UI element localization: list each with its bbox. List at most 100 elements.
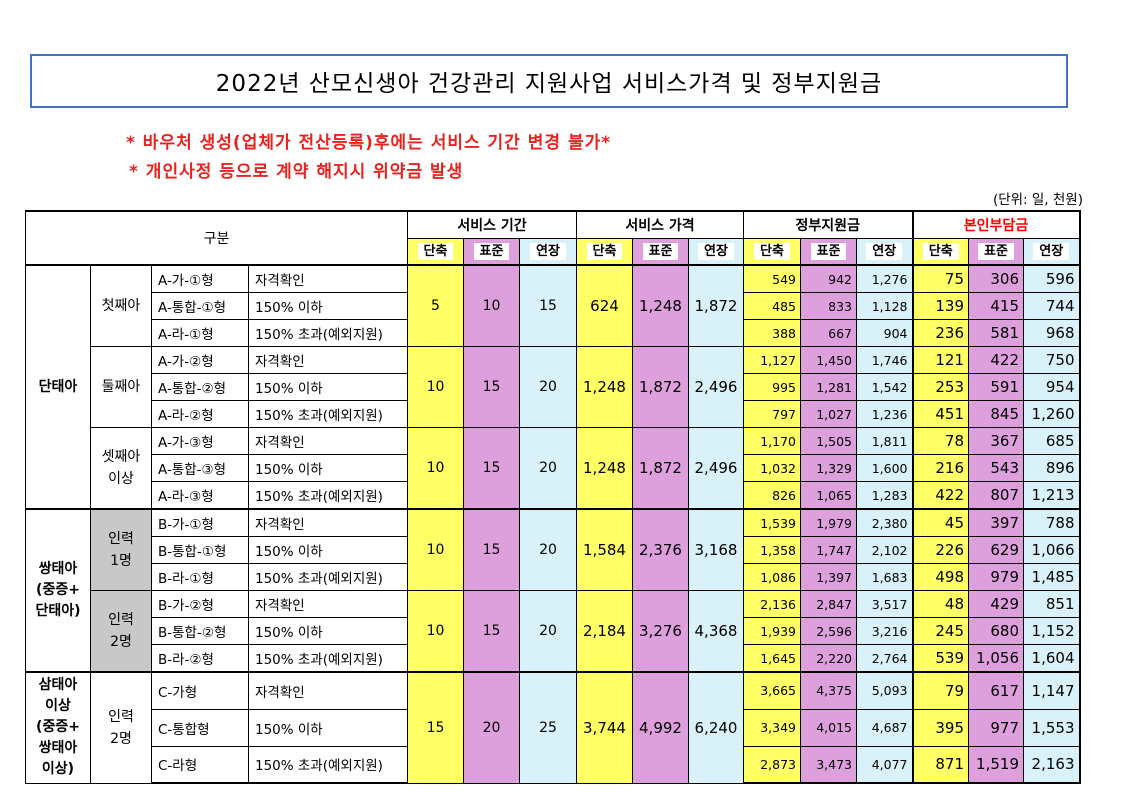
subgroup-label: 첫째아 — [90, 264, 152, 347]
subheader-price-1: 표준 — [632, 238, 689, 266]
period-value: 25 — [519, 671, 577, 784]
price-value: 1,248 — [576, 346, 633, 428]
header-service-price: 서비스 가격 — [576, 210, 744, 239]
gov-support-value: 1,086 — [743, 563, 801, 591]
subgroup-label: 둘째아 — [90, 346, 152, 428]
notice-voucher: * 바우처 생성(업체가 전산등록)후에는 서비스 기간 변경 불가* — [126, 133, 612, 153]
income-condition: 자격확인 — [248, 427, 408, 455]
subheader-chip: 연장 — [530, 243, 566, 260]
subheader-chip: 단축 — [922, 243, 959, 260]
self-pay-value: 591 — [968, 373, 1024, 401]
income-condition: 자격확인 — [248, 671, 408, 710]
income-condition: 150% 초과(예외지원) — [248, 563, 408, 591]
self-pay-value: 750 — [1023, 346, 1081, 374]
self-pay-value: 226 — [911, 536, 969, 564]
subheader-period-0: 단축 — [407, 238, 464, 266]
table-row: B-통합-①형 150% 이하 1,358 1,747 2,102 226 629 1,066 — [26, 536, 1081, 564]
period-value: 10 — [407, 427, 464, 510]
self-pay-value: 216 — [911, 454, 969, 482]
gov-support-value: 1,276 — [856, 264, 913, 293]
subheader-period-2: 연장 — [519, 238, 577, 266]
price-value: 1,872 — [632, 346, 689, 428]
type-code: A-통합-①형 — [151, 292, 249, 320]
income-condition: 150% 이하 — [248, 373, 408, 401]
gov-support-value: 4,077 — [856, 745, 913, 784]
self-pay-value: 79 — [911, 671, 969, 710]
group-label: 쌍태아 (중증+ 단태아) — [25, 508, 91, 673]
table-row: A-라-②형 150% 초과(예외지원) 797 1,027 1,236 451 845 1,… — [26, 400, 1081, 428]
self-pay-value: 685 — [1023, 427, 1081, 455]
gov-support-value: 797 — [743, 400, 801, 428]
gov-support-value: 2,873 — [743, 745, 801, 784]
gov-support-value: 4,015 — [800, 708, 857, 747]
type-code: B-라-①형 — [151, 563, 249, 591]
type-code: C-통합형 — [151, 708, 249, 747]
period-value: 15 — [463, 508, 520, 591]
price-value: 2,376 — [632, 508, 689, 591]
subheader-chip: 표준 — [810, 243, 847, 260]
self-pay-value: 1,152 — [1023, 617, 1081, 645]
period-value: 20 — [463, 671, 520, 784]
income-condition: 150% 초과(예외지원) — [248, 319, 408, 347]
gov-support-value: 5,093 — [856, 671, 913, 710]
subheader-self-2: 연장 — [1023, 238, 1081, 266]
income-condition: 150% 이하 — [248, 617, 408, 645]
subheader-gov-0: 단축 — [743, 238, 801, 266]
gov-support-value: 1,939 — [743, 617, 801, 645]
income-condition: 자격확인 — [248, 590, 408, 618]
type-code: B-가-①형 — [151, 508, 249, 537]
subheader-chip: 단축 — [754, 243, 790, 260]
gov-support-value: 1,979 — [800, 508, 857, 537]
income-condition: 150% 이하 — [248, 708, 408, 747]
period-value: 15 — [463, 590, 520, 673]
self-pay-value: 1,056 — [968, 644, 1024, 673]
price-value: 3,168 — [688, 508, 744, 591]
type-code: B-통합-②형 — [151, 617, 249, 645]
self-pay-value: 979 — [968, 563, 1024, 591]
income-condition: 150% 이하 — [248, 454, 408, 482]
self-pay-value: 422 — [968, 346, 1024, 374]
self-pay-value: 807 — [968, 481, 1024, 510]
gov-support-value: 1,127 — [743, 346, 801, 374]
gov-support-value: 2,220 — [800, 644, 857, 673]
self-pay-value: 1,519 — [968, 745, 1024, 784]
price-value: 2,496 — [688, 427, 744, 510]
self-pay-value: 306 — [968, 264, 1024, 293]
type-code: A-가-②형 — [151, 346, 249, 374]
type-code: A-가-③형 — [151, 427, 249, 455]
period-value: 15 — [463, 427, 520, 510]
gov-support-value: 2,102 — [856, 536, 913, 564]
group-label: 삼태아 이상 (중증+ 쌍태아 이상) — [25, 671, 91, 784]
period-value: 20 — [519, 427, 577, 510]
gov-support-value: 1,128 — [856, 292, 913, 320]
header-self-pay: 본인부담금 — [911, 210, 1081, 239]
type-code: A-라-②형 — [151, 400, 249, 428]
price-value: 1,872 — [632, 427, 689, 510]
self-pay-value: 397 — [968, 508, 1024, 537]
self-pay-value: 245 — [911, 617, 969, 645]
unit-label: (단위: 일, 천원) — [992, 192, 1083, 208]
self-pay-value: 581 — [968, 319, 1024, 347]
gov-support-value: 3,517 — [856, 590, 913, 618]
gov-support-value: 995 — [743, 373, 801, 401]
notice-penalty: * 개인사정 등으로 계약 해지시 위약금 발생 — [129, 162, 464, 182]
gov-support-value: 388 — [743, 319, 801, 347]
income-condition: 150% 초과(예외지원) — [248, 481, 408, 510]
self-pay-value: 539 — [911, 644, 969, 673]
subheader-price-2: 연장 — [688, 238, 744, 266]
price-value: 2,184 — [576, 590, 633, 673]
table-row: A-라-③형 150% 초과(예외지원) 826 1,065 1,283 422 807 1,… — [26, 481, 1081, 510]
income-condition: 150% 초과(예외지원) — [248, 745, 408, 784]
type-code: B-가-②형 — [151, 590, 249, 618]
income-condition: 자격확인 — [248, 264, 408, 293]
gov-support-value: 549 — [743, 264, 801, 293]
type-code: B-통합-①형 — [151, 536, 249, 564]
price-value: 4,368 — [688, 590, 744, 673]
gov-support-value: 1,811 — [856, 427, 913, 455]
gov-support-value: 2,380 — [856, 508, 913, 537]
subheader-period-1: 표준 — [463, 238, 520, 266]
self-pay-value: 48 — [911, 590, 969, 618]
self-pay-value: 429 — [968, 590, 1024, 618]
subgroup-label: 인력 2명 — [90, 671, 152, 784]
subheader-gov-1: 표준 — [800, 238, 857, 266]
